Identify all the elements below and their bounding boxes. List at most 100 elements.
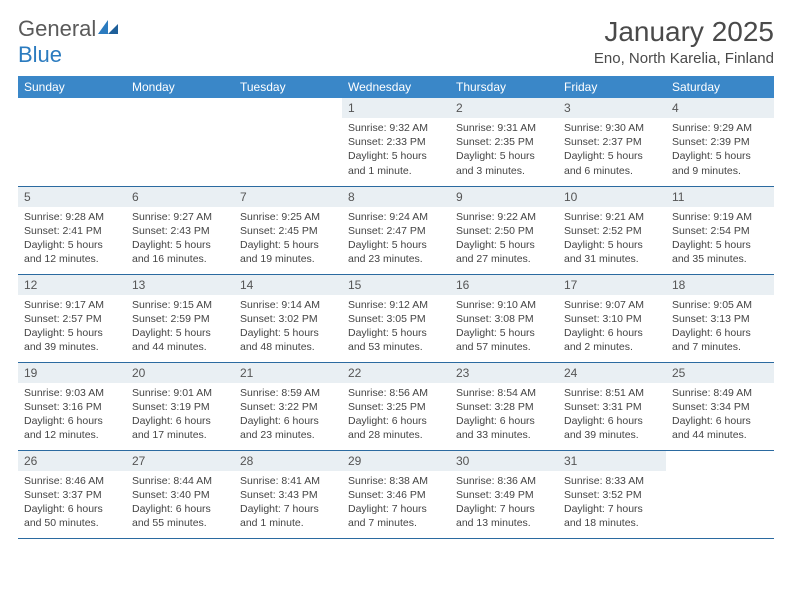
day-info: Sunrise: 9:14 AMSunset: 3:02 PMDaylight:… [234,295,342,359]
day-info: Sunrise: 8:41 AMSunset: 3:43 PMDaylight:… [234,471,342,535]
daylight-line: Daylight: 5 hours and 6 minutes. [564,149,660,177]
day-info: Sunrise: 8:36 AMSunset: 3:49 PMDaylight:… [450,471,558,535]
daylight-line: Daylight: 5 hours and 53 minutes. [348,326,444,354]
calendar-day-cell: 17Sunrise: 9:07 AMSunset: 3:10 PMDayligh… [558,274,666,362]
calendar-day-cell: 31Sunrise: 8:33 AMSunset: 3:52 PMDayligh… [558,450,666,538]
daylight-line: Daylight: 7 hours and 13 minutes. [456,502,552,530]
sunrise-line: Sunrise: 9:17 AM [24,298,120,312]
sunset-line: Sunset: 2:59 PM [132,312,228,326]
calendar-day-cell: 21Sunrise: 8:59 AMSunset: 3:22 PMDayligh… [234,362,342,450]
logo: General Blue [18,16,122,68]
sunrise-line: Sunrise: 9:31 AM [456,121,552,135]
daylight-line: Daylight: 5 hours and 57 minutes. [456,326,552,354]
calendar-day-cell: 1Sunrise: 9:32 AMSunset: 2:33 PMDaylight… [342,98,450,186]
sunrise-line: Sunrise: 9:07 AM [564,298,660,312]
daylight-line: Daylight: 5 hours and 19 minutes. [240,238,336,266]
calendar-day-cell: 15Sunrise: 9:12 AMSunset: 3:05 PMDayligh… [342,274,450,362]
sunset-line: Sunset: 3:46 PM [348,488,444,502]
calendar-day-cell: 28Sunrise: 8:41 AMSunset: 3:43 PMDayligh… [234,450,342,538]
calendar-day-cell: 11Sunrise: 9:19 AMSunset: 2:54 PMDayligh… [666,186,774,274]
day-number: 27 [126,451,234,471]
calendar-day-cell: 3Sunrise: 9:30 AMSunset: 2:37 PMDaylight… [558,98,666,186]
day-info: Sunrise: 9:01 AMSunset: 3:19 PMDaylight:… [126,383,234,447]
sunrise-line: Sunrise: 9:28 AM [24,210,120,224]
day-info: Sunrise: 8:54 AMSunset: 3:28 PMDaylight:… [450,383,558,447]
day-info: Sunrise: 9:32 AMSunset: 2:33 PMDaylight:… [342,118,450,182]
calendar-week-row: 5Sunrise: 9:28 AMSunset: 2:41 PMDaylight… [18,186,774,274]
daylight-line: Daylight: 6 hours and 39 minutes. [564,414,660,442]
day-info: Sunrise: 9:10 AMSunset: 3:08 PMDaylight:… [450,295,558,359]
day-number: 9 [450,187,558,207]
logo-mark-icon [96,16,122,36]
calendar-day-cell: 26Sunrise: 8:46 AMSunset: 3:37 PMDayligh… [18,450,126,538]
sunset-line: Sunset: 2:43 PM [132,224,228,238]
day-info: Sunrise: 8:59 AMSunset: 3:22 PMDaylight:… [234,383,342,447]
day-number: 17 [558,275,666,295]
calendar-empty-cell [234,98,342,186]
sunrise-line: Sunrise: 9:03 AM [24,386,120,400]
sunrise-line: Sunrise: 8:59 AM [240,386,336,400]
calendar-day-cell: 27Sunrise: 8:44 AMSunset: 3:40 PMDayligh… [126,450,234,538]
sunrise-line: Sunrise: 9:14 AM [240,298,336,312]
day-info: Sunrise: 9:17 AMSunset: 2:57 PMDaylight:… [18,295,126,359]
day-number: 12 [18,275,126,295]
sunset-line: Sunset: 3:25 PM [348,400,444,414]
sunset-line: Sunset: 3:16 PM [24,400,120,414]
sunrise-line: Sunrise: 9:24 AM [348,210,444,224]
day-info: Sunrise: 9:22 AMSunset: 2:50 PMDaylight:… [450,207,558,271]
day-info: Sunrise: 9:07 AMSunset: 3:10 PMDaylight:… [558,295,666,359]
calendar-day-cell: 19Sunrise: 9:03 AMSunset: 3:16 PMDayligh… [18,362,126,450]
day-info: Sunrise: 9:27 AMSunset: 2:43 PMDaylight:… [126,207,234,271]
day-number: 28 [234,451,342,471]
logo-text-general: General [18,16,96,41]
calendar-day-cell: 12Sunrise: 9:17 AMSunset: 2:57 PMDayligh… [18,274,126,362]
calendar-day-cell: 9Sunrise: 9:22 AMSunset: 2:50 PMDaylight… [450,186,558,274]
sunrise-line: Sunrise: 8:38 AM [348,474,444,488]
daylight-line: Daylight: 6 hours and 17 minutes. [132,414,228,442]
sunset-line: Sunset: 3:49 PM [456,488,552,502]
day-number: 21 [234,363,342,383]
calendar-week-row: 19Sunrise: 9:03 AMSunset: 3:16 PMDayligh… [18,362,774,450]
calendar-day-cell: 18Sunrise: 9:05 AMSunset: 3:13 PMDayligh… [666,274,774,362]
sunset-line: Sunset: 3:19 PM [132,400,228,414]
daylight-line: Daylight: 5 hours and 27 minutes. [456,238,552,266]
day-info: Sunrise: 9:29 AMSunset: 2:39 PMDaylight:… [666,118,774,182]
sunrise-line: Sunrise: 8:54 AM [456,386,552,400]
daylight-line: Daylight: 7 hours and 7 minutes. [348,502,444,530]
day-number: 1 [342,98,450,118]
sunset-line: Sunset: 3:22 PM [240,400,336,414]
day-number: 15 [342,275,450,295]
day-number: 30 [450,451,558,471]
sunrise-line: Sunrise: 9:32 AM [348,121,444,135]
weekday-header: Thursday [450,76,558,98]
day-number: 25 [666,363,774,383]
day-info: Sunrise: 9:12 AMSunset: 3:05 PMDaylight:… [342,295,450,359]
calendar-week-row: 12Sunrise: 9:17 AMSunset: 2:57 PMDayligh… [18,274,774,362]
header: General Blue January 2025 Eno, North Kar… [18,16,774,68]
day-info: Sunrise: 9:15 AMSunset: 2:59 PMDaylight:… [126,295,234,359]
sunset-line: Sunset: 3:40 PM [132,488,228,502]
daylight-line: Daylight: 5 hours and 1 minute. [348,149,444,177]
sunset-line: Sunset: 2:37 PM [564,135,660,149]
sunrise-line: Sunrise: 8:49 AM [672,386,768,400]
sunrise-line: Sunrise: 8:33 AM [564,474,660,488]
daylight-line: Daylight: 6 hours and 44 minutes. [672,414,768,442]
day-number: 8 [342,187,450,207]
daylight-line: Daylight: 7 hours and 18 minutes. [564,502,660,530]
calendar-day-cell: 20Sunrise: 9:01 AMSunset: 3:19 PMDayligh… [126,362,234,450]
day-number: 23 [450,363,558,383]
calendar-day-cell: 29Sunrise: 8:38 AMSunset: 3:46 PMDayligh… [342,450,450,538]
sunset-line: Sunset: 3:10 PM [564,312,660,326]
sunset-line: Sunset: 3:37 PM [24,488,120,502]
sunrise-line: Sunrise: 9:05 AM [672,298,768,312]
day-number: 24 [558,363,666,383]
daylight-line: Daylight: 6 hours and 23 minutes. [240,414,336,442]
daylight-line: Daylight: 5 hours and 16 minutes. [132,238,228,266]
day-info: Sunrise: 8:56 AMSunset: 3:25 PMDaylight:… [342,383,450,447]
day-info: Sunrise: 9:25 AMSunset: 2:45 PMDaylight:… [234,207,342,271]
daylight-line: Daylight: 6 hours and 28 minutes. [348,414,444,442]
daylight-line: Daylight: 5 hours and 31 minutes. [564,238,660,266]
title-block: January 2025 Eno, North Karelia, Finland [594,16,774,67]
daylight-line: Daylight: 6 hours and 50 minutes. [24,502,120,530]
day-number: 3 [558,98,666,118]
